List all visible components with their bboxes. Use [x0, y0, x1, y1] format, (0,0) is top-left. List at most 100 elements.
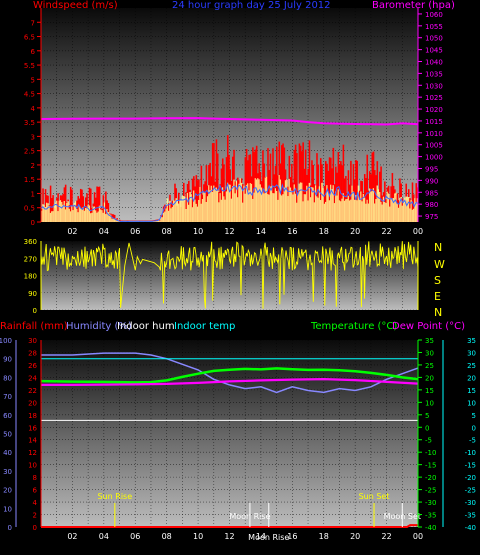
wind-avg-fill [113, 218, 116, 222]
wind-avg-fill [56, 200, 58, 222]
humidity-axis-title: Humidity (%) [66, 321, 132, 332]
wind-avg-fill [63, 200, 66, 222]
wind-gust-bar [90, 188, 92, 222]
indoor-temp-y-tick: 5 [472, 412, 476, 420]
wind-gust-bar [304, 149, 307, 222]
wind-avg-fill [287, 196, 289, 222]
temp-y-tick: -30 [425, 499, 436, 507]
wind-avg-fill [328, 200, 331, 222]
wind-gust-bar [188, 180, 190, 222]
baro-y-tick: 995 [425, 166, 438, 174]
rain-y-tick: 20 [28, 399, 37, 407]
indoor-temp-y-tick: 15 [467, 387, 476, 395]
baro-y-tick: 1030 [425, 82, 443, 90]
wind-avg-fill [43, 204, 46, 222]
dew-point-axis-title: Dew Point (°C) [392, 321, 466, 332]
rain-y-tick: 10 [28, 462, 37, 470]
wind-avg-fill [108, 214, 111, 222]
wind-avg-fill [370, 191, 372, 222]
direction-y-tick: 270 [24, 255, 37, 263]
wind-avg-fill [316, 196, 318, 222]
temp-y-tick: 35 [425, 337, 434, 345]
wind-avg-fill [352, 191, 355, 222]
wind-avg-fill [385, 202, 387, 222]
wind-avg-fill [409, 208, 411, 222]
wind-avg-fill [367, 203, 370, 222]
wind-avg-fill [382, 196, 385, 222]
wind-avg-fill [374, 203, 376, 222]
baro-y-tick: 980 [425, 201, 438, 209]
wind-panel-x-tick: 18 [319, 227, 329, 236]
humidity-y-tick: 20 [3, 487, 12, 495]
wind-avg-fill [172, 200, 175, 222]
wind-panel-x-tick: 00 [413, 227, 423, 236]
wind-avg-fill [225, 191, 228, 222]
indoor-temp-y-tick: -20 [465, 474, 476, 482]
wind-avg-fill [363, 197, 366, 222]
rain-y-tick: 6 [33, 487, 38, 495]
temp-panel-x-tick: 22 [381, 532, 391, 541]
wind-gust-bar [307, 168, 309, 222]
humidity-y-tick: 30 [3, 468, 12, 476]
wind-avg-fill [279, 179, 282, 222]
wind-avg-fill [232, 186, 234, 222]
wind-avg-fill [233, 179, 235, 222]
wind-panel-x-tick: 04 [99, 227, 109, 236]
wind-avg-fill [59, 200, 62, 222]
wind-avg-fill [220, 199, 223, 222]
wind-avg-fill [392, 197, 395, 222]
wind-gust-bar [98, 186, 101, 222]
wind-avg-fill [184, 197, 186, 222]
wind-avg-fill [209, 190, 211, 222]
wind-avg-fill [210, 185, 213, 222]
wind-gust-bar [97, 186, 100, 222]
humidity-y-tick: 60 [3, 412, 12, 420]
wind-gust-bar [185, 192, 188, 222]
wind-avg-fill [360, 191, 362, 222]
wind-y-tick: 4 [31, 105, 36, 113]
wind-gust-bar [196, 180, 199, 222]
wind-y-tick: 7 [31, 19, 35, 27]
wind-gust-bar [338, 164, 341, 222]
wind-avg-fill [201, 199, 204, 222]
wind-avg-fill [313, 202, 316, 222]
wind-avg-fill [115, 219, 117, 222]
wind-avg-fill [311, 187, 313, 222]
wind-avg-fill [377, 189, 380, 222]
wind-gust-bar [380, 166, 382, 222]
wind-gust-bar [302, 142, 304, 222]
rain-y-tick: 2 [33, 512, 37, 520]
wind-avg-fill [304, 194, 307, 222]
wind-gust-bar [223, 164, 225, 222]
wind-gust-bar [225, 157, 228, 222]
wind-gust-bar [248, 154, 250, 222]
wind-avg-fill [203, 192, 205, 222]
wind-gust-bar [365, 178, 367, 222]
wind-avg-fill [78, 205, 81, 222]
wind-avg-fill [77, 212, 79, 222]
wind-panel-x-tick: 22 [381, 227, 391, 236]
indoor-temp-y-tick: -10 [465, 449, 476, 457]
wind-panel-x-tick: 12 [224, 227, 234, 236]
wind-avg-fill [355, 195, 357, 222]
wind-avg-fill [319, 200, 322, 222]
wind-avg-fill [176, 200, 179, 222]
wind-avg-fill [356, 200, 358, 222]
wind-avg-fill [234, 193, 237, 222]
wind-avg-fill [190, 194, 193, 222]
series-humidity [41, 352, 419, 394]
wind-avg-fill [375, 199, 377, 222]
wind-avg-fill [286, 179, 288, 222]
wind-avg-fill [73, 202, 76, 222]
wind-avg-fill [289, 187, 292, 222]
rain-y-tick: 18 [28, 412, 37, 420]
wind-avg-fill [340, 201, 342, 222]
wind-avg-fill [117, 221, 120, 222]
wind-gust-bar [342, 144, 345, 222]
wind-gust-bar [325, 161, 327, 222]
wind-gust-bar [332, 147, 335, 222]
wind-gust-bar [51, 198, 53, 222]
wind-avg-fill [239, 178, 242, 222]
wind-avg-line [40, 182, 419, 223]
wind-avg-fill [348, 200, 351, 222]
